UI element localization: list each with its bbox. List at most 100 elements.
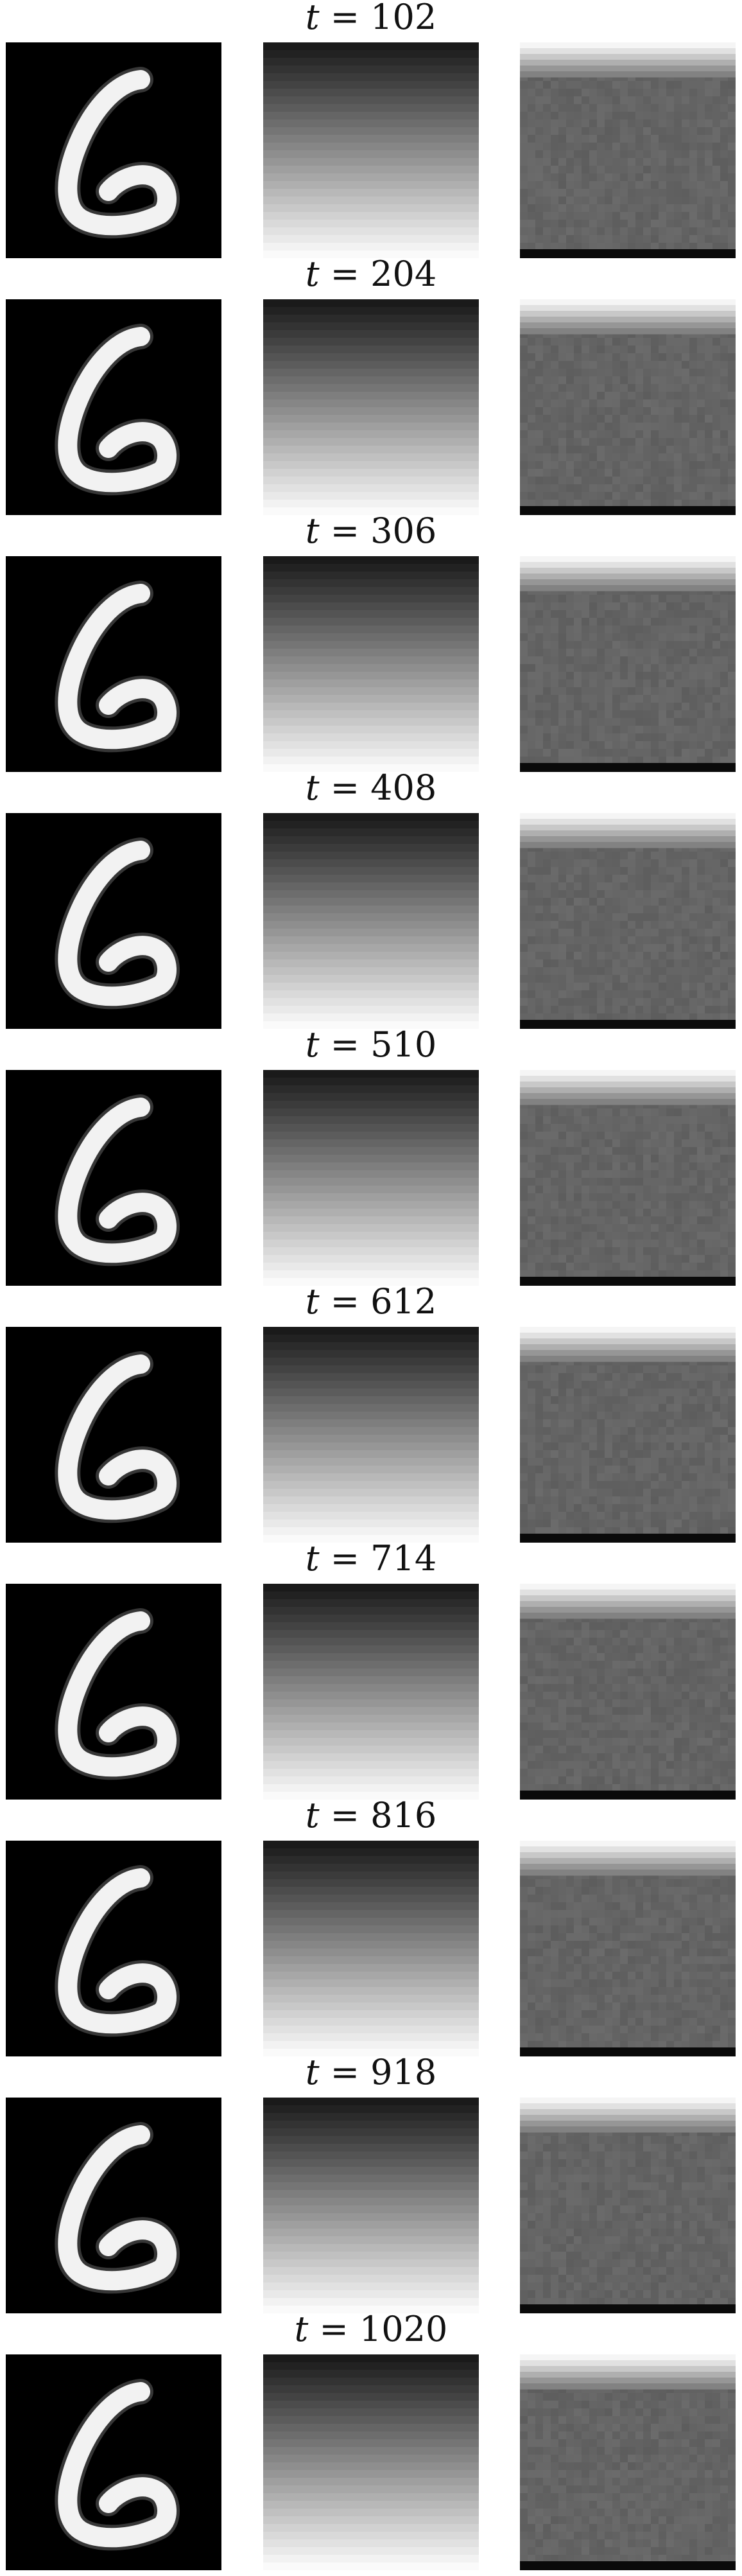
row-title: t = 816 xyxy=(306,1796,436,1836)
ramp-band xyxy=(263,2113,479,2121)
equals-sign: = xyxy=(319,254,371,294)
ramp-band xyxy=(263,1622,479,1631)
sample-top-band xyxy=(520,1607,736,1613)
ramp-band xyxy=(263,882,479,891)
ramp-band xyxy=(263,2259,479,2268)
ramp-band xyxy=(263,346,479,354)
ramp-band xyxy=(263,1599,479,1608)
ramp-band xyxy=(263,189,479,197)
figure-row: t = 612 xyxy=(0,1282,742,1544)
sample-top-band xyxy=(520,842,736,848)
sample-top-band xyxy=(520,54,736,60)
time-value: 612 xyxy=(370,1281,437,1322)
ramp-band xyxy=(263,2151,479,2160)
ramp-band xyxy=(263,2416,479,2424)
ramp-band xyxy=(263,1995,479,2003)
sample-top-band xyxy=(520,1846,736,1853)
ramp-band xyxy=(263,127,479,136)
ramp-band xyxy=(263,1941,479,1949)
ramp-band xyxy=(263,500,479,508)
ramp-band xyxy=(263,2205,479,2214)
sample-top-band xyxy=(520,1087,736,1094)
ramp-band xyxy=(263,1124,479,1132)
ramp-band xyxy=(263,330,479,338)
sample-image xyxy=(520,2354,736,2570)
sample-top-band xyxy=(520,2103,736,2110)
sample-top-band xyxy=(520,1858,736,1864)
sample-top-band xyxy=(520,1333,736,1339)
ramp-band xyxy=(263,764,479,772)
ramp-band xyxy=(263,477,479,485)
gradient-image xyxy=(263,556,479,772)
ramp-band xyxy=(263,2190,479,2198)
time-value: 306 xyxy=(370,511,437,551)
sample-bottom-band xyxy=(520,763,736,772)
sample-top-band xyxy=(520,1350,736,1356)
time-value: 1020 xyxy=(359,2309,448,2349)
ramp-band xyxy=(263,2010,479,2019)
ramp-band xyxy=(263,415,479,423)
ramp-band xyxy=(263,1396,479,1405)
sample-top-band xyxy=(520,2126,736,2133)
ramp-band xyxy=(263,749,479,757)
ramp-band xyxy=(263,1350,479,1358)
sample-top-band xyxy=(520,2372,736,2378)
sample-top-band xyxy=(520,574,736,580)
sample-bottom-band xyxy=(520,2304,736,2313)
ramp-band xyxy=(263,1738,479,1746)
ramp-band xyxy=(263,1381,479,1389)
ramp-band xyxy=(263,235,479,243)
ramp-band xyxy=(263,1792,479,1800)
figure-row: t = 510 xyxy=(0,1025,742,1287)
sample-top-band xyxy=(520,60,736,66)
ramp-band xyxy=(263,1661,479,1669)
sample-top-band xyxy=(520,2115,736,2121)
row-title: t = 1020 xyxy=(295,2309,448,2349)
equals-sign: = xyxy=(319,0,371,37)
equals-sign: = xyxy=(319,1795,371,1836)
ramp-band xyxy=(263,587,479,595)
ramp-band xyxy=(263,1232,479,1240)
digit-stroke xyxy=(58,584,177,749)
ramp-band xyxy=(263,618,479,626)
ramp-band xyxy=(263,1427,479,1435)
digit-image xyxy=(6,2354,221,2570)
sample-top-band xyxy=(520,1082,736,1088)
ramp-band xyxy=(263,2501,479,2509)
time-variable: t xyxy=(305,1024,320,1065)
ramp-band xyxy=(263,227,479,236)
ramp-band xyxy=(263,2354,479,2363)
ramp-band xyxy=(263,1918,479,1926)
ramp-band xyxy=(263,1864,479,1872)
ramp-band xyxy=(263,1458,479,1466)
digit-image xyxy=(6,556,221,772)
sample-bottom-band xyxy=(520,2047,736,2056)
ramp-band xyxy=(263,875,479,883)
ramp-band xyxy=(263,143,479,151)
ramp-band xyxy=(263,2159,479,2168)
sample-top-band xyxy=(520,1852,736,1859)
sample-top-band xyxy=(520,1864,736,1870)
ramp-band xyxy=(263,1373,479,1381)
ramp-band xyxy=(263,1466,479,1474)
ramp-band xyxy=(263,1848,479,1857)
ramp-band xyxy=(263,898,479,906)
ramp-band xyxy=(263,844,479,852)
ramp-band xyxy=(263,453,479,462)
ramp-band xyxy=(263,649,479,657)
ramp-band xyxy=(263,197,479,205)
ramp-band xyxy=(263,1535,479,1543)
ramp-band xyxy=(263,2236,479,2245)
sample-top-band xyxy=(520,1076,736,1082)
ramp-band xyxy=(263,2447,479,2455)
figure-row: t = 816 xyxy=(0,1796,742,2058)
ramp-band xyxy=(263,1692,479,1700)
sample-image xyxy=(520,1841,736,2056)
gradient-image xyxy=(263,1070,479,1286)
ramp-band xyxy=(263,2275,479,2283)
time-variable: t xyxy=(305,0,320,37)
ramp-band xyxy=(263,1504,479,1512)
ramp-band xyxy=(263,119,479,128)
ramp-band xyxy=(263,679,479,688)
digit-stroke xyxy=(58,1611,177,1777)
